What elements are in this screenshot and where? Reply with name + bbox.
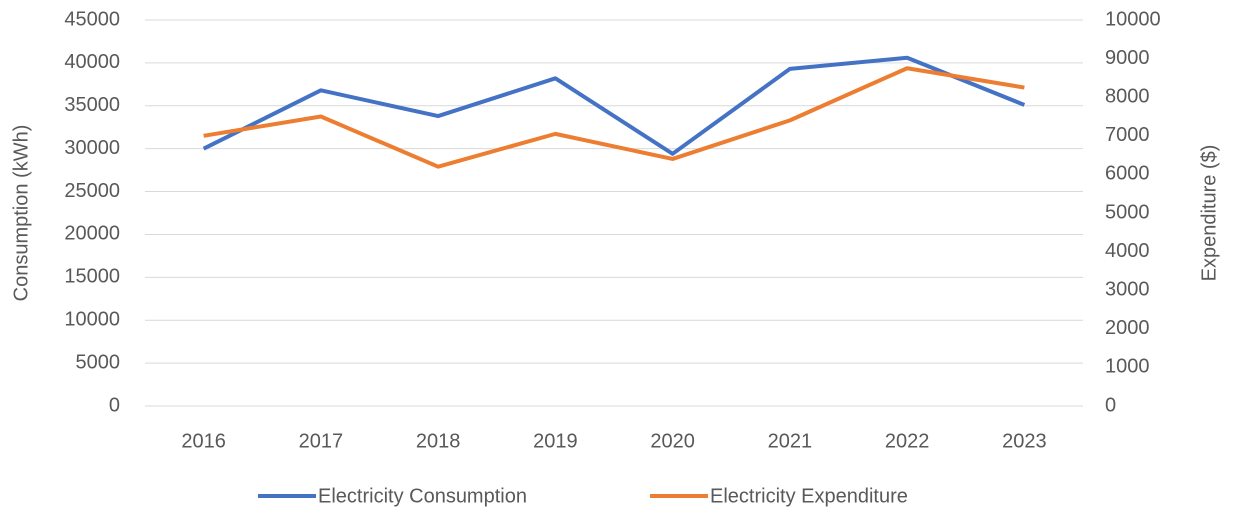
legend-label: Electricity Consumption <box>318 485 527 507</box>
y-tick-label: 45000 <box>64 8 120 30</box>
x-tick-label: 2019 <box>533 430 578 452</box>
x-tick-label: 2016 <box>181 430 226 452</box>
y2-tick-label: 5000 <box>1105 201 1150 223</box>
x-tick-label: 2021 <box>768 430 813 452</box>
y2-tick-label: 9000 <box>1105 47 1150 69</box>
series-line <box>203 66 1025 169</box>
y2-tick-label: 1000 <box>1105 356 1150 378</box>
y-tick-label: 10000 <box>64 309 120 331</box>
x-tick-label: 2023 <box>1002 430 1047 452</box>
y2-tick-label: 8000 <box>1105 85 1150 107</box>
x-tick-label: 2020 <box>650 430 695 452</box>
y2-tick-label: 0 <box>1105 394 1116 416</box>
y-tick-label: 5000 <box>76 351 121 373</box>
y2-axis-title: Expenditure ($) <box>1198 145 1220 282</box>
y-tick-label: 25000 <box>64 180 120 202</box>
y2-tick-label: 3000 <box>1105 278 1150 300</box>
y-tick-label: 40000 <box>64 51 120 73</box>
y2-tick-label: 6000 <box>1105 163 1150 185</box>
y-tick-label: 20000 <box>64 223 120 245</box>
y2-tick-label: 10000 <box>1105 8 1161 30</box>
y-tick-label: 30000 <box>64 137 120 159</box>
y-tick-label: 0 <box>109 394 120 416</box>
y-tick-label: 35000 <box>64 94 120 116</box>
y2-tick-label: 2000 <box>1105 317 1150 339</box>
y2-tick-label: 4000 <box>1105 240 1150 262</box>
x-tick-label: 2018 <box>416 430 461 452</box>
y2-tick-label: 7000 <box>1105 124 1150 146</box>
legend-label: Electricity Expenditure <box>710 485 908 507</box>
x-tick-label: 2017 <box>299 430 344 452</box>
y-axis-title: Consumption (kWh) <box>10 125 32 302</box>
y-tick-label: 15000 <box>64 266 120 288</box>
x-tick-label: 2022 <box>885 430 930 452</box>
series-line <box>202 55 1026 156</box>
